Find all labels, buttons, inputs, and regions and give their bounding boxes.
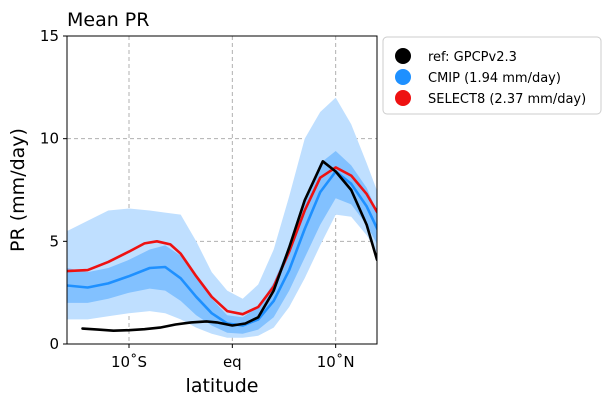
- chart-title: Mean PR: [67, 9, 149, 31]
- series-lines: [67, 160, 377, 333]
- y-axis-label: PR (mm/day): [7, 128, 29, 252]
- y-tick-label-2: 10: [40, 130, 59, 148]
- x-tick-label-1: eq: [223, 353, 242, 371]
- y-tick-label-1: 5: [49, 232, 59, 250]
- x-tick-label-2: 10˚N: [317, 353, 355, 371]
- cmip-inner-band: [67, 151, 377, 334]
- plot-frame: [66, 35, 378, 345]
- x-axis-label: latitude: [186, 375, 259, 397]
- legend-label-ref: ref: GPCPv2.3: [428, 50, 517, 65]
- y-tick-label-3: 15: [40, 27, 59, 45]
- axis-ticks: 10˚S eq 10˚N 0 5 10 15: [40, 27, 355, 371]
- series-line-ref: [81, 160, 377, 333]
- legend-box: [382, 36, 602, 115]
- legend-marker-select8: [395, 90, 411, 106]
- x-tick-label-0: 10˚S: [111, 353, 147, 371]
- legend-label-select8: SELECT8 (2.37 mm/day): [428, 92, 586, 107]
- legend-marker-ref: [395, 48, 411, 64]
- series-line-cmip: [67, 170, 377, 327]
- legend-marker-cmip: [395, 69, 411, 85]
- legend: ref: GPCPv2.3 CMIP (1.94 mm/day) SELECT8…: [382, 36, 602, 115]
- y-tick-label-0: 0: [49, 335, 59, 353]
- series-line-select8: [67, 166, 377, 316]
- legend-label-cmip: CMIP (1.94 mm/day): [428, 71, 561, 86]
- cmip-spread-bands: [67, 97, 377, 338]
